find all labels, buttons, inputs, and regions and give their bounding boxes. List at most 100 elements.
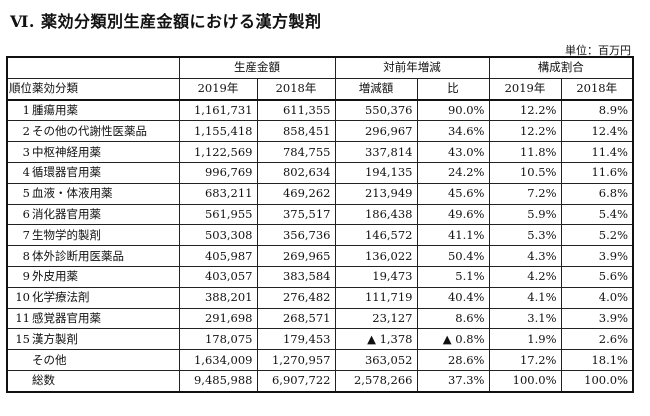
table-row: 8 体外診断用医薬品 405,987 269,965 136,022 50.4% 4.3% 3… [6, 245, 634, 267]
row-share-2018: 100.0% [560, 369, 634, 393]
row-value-2019: 403,057 [178, 265, 258, 288]
row-increase: 2,578,266 [334, 369, 418, 393]
row-value-2018: 611,355 [256, 98, 336, 122]
row-share-2019: 10.5% [488, 161, 562, 184]
header-blank [6, 56, 180, 79]
row-share-2019: 1.9% [488, 328, 562, 351]
row-ratio: 90.0% [416, 98, 490, 122]
row-value-2018: 179,453 [256, 328, 336, 351]
row-share-2019: 100.0% [488, 369, 562, 393]
row-ratio: 50.4% [416, 245, 490, 267]
table-row: 7 生物学的製剤 503,308 356,736 146,572 41.1% 5.3% 5.2… [6, 224, 634, 247]
row-ratio: ▲ 0.8% [416, 328, 490, 351]
row-ratio: 45.6% [416, 182, 490, 205]
row-value-2018: 269,965 [256, 245, 336, 267]
row-share-2018: 3.9% [560, 307, 634, 330]
row-share-2019: 5.9% [488, 203, 562, 226]
row-share-2019: 7.2% [488, 182, 562, 205]
table-body: 1 腫瘍用薬 1,161,731 611,355 550,376 90.0% 12.2% 8.… [6, 98, 634, 393]
row-share-2018: 12.4% [560, 120, 634, 143]
row-value-2019: 683,211 [178, 182, 258, 205]
header-share-2019: 2019年 [488, 77, 562, 101]
row-category: 血液・体液用薬 [31, 182, 180, 205]
header-ratio: 比 [416, 77, 490, 101]
row-share-2019: 12.2% [488, 120, 562, 143]
row-increase: 194,135 [334, 161, 418, 184]
row-value-2019: 1,634,009 [178, 349, 258, 371]
row-rank: 2 [6, 120, 31, 143]
row-value-2018: 375,517 [256, 203, 336, 226]
row-value-2018: 784,755 [256, 141, 336, 163]
header-production: 生産金額 [178, 56, 336, 79]
header-increase: 増減額 [334, 77, 418, 101]
table-row: 総数 9,485,988 6,907,722 2,578,266 37.3% 100.0%… [6, 369, 634, 393]
header-yoy: 対前年増減 [334, 56, 490, 79]
row-rank: 1 [6, 98, 31, 122]
row-category: その他の代謝性医薬品 [31, 120, 180, 143]
row-share-2019: 4.3% [488, 245, 562, 267]
row-value-2018: 802,634 [256, 161, 336, 184]
row-rank: 8 [6, 245, 31, 267]
row-category: 中枢神経用薬 [31, 141, 180, 163]
row-rank [6, 349, 31, 371]
row-value-2019: 178,075 [178, 328, 258, 351]
table-row: その他 1,634,009 1,270,957 363,052 28.6% 17.2% 18… [6, 349, 634, 371]
row-rank: 11 [6, 307, 31, 330]
row-rank: 3 [6, 141, 31, 163]
row-value-2019: 561,955 [178, 203, 258, 226]
row-share-2018: 2.6% [560, 328, 634, 351]
row-share-2019: 5.3% [488, 224, 562, 247]
row-share-2018: 18.1% [560, 349, 634, 371]
row-value-2018: 1,270,957 [256, 349, 336, 371]
row-share-2018: 11.4% [560, 141, 634, 163]
row-value-2019: 405,987 [178, 245, 258, 267]
row-value-2018: 268,571 [256, 307, 336, 330]
row-share-2018: 3.9% [560, 245, 634, 267]
row-ratio: 8.6% [416, 307, 490, 330]
row-ratio: 37.3% [416, 369, 490, 393]
row-share-2018: 11.6% [560, 161, 634, 184]
row-category: 生物学的製剤 [31, 224, 180, 247]
table-row: 4 循環器官用薬 996,769 802,634 194,135 24.2% 10.5% 11… [6, 161, 634, 184]
row-value-2018: 858,451 [256, 120, 336, 143]
header-category: 薬効分類 [31, 77, 180, 101]
header-share: 構成割合 [488, 56, 634, 79]
table-row: 9 外皮用薬 403,057 383,584 19,473 5.1% 4.2% 5.6% [6, 265, 634, 288]
row-category: 漢方製剤 [31, 328, 180, 351]
row-value-2019: 1,161,731 [178, 98, 258, 122]
table-row: 15 漢方製剤 178,075 179,453 ▲ 1,378 ▲ 0.8% 1.9% 2.6… [6, 328, 634, 351]
row-category: 総数 [31, 369, 180, 393]
row-increase: 213,949 [334, 182, 418, 205]
row-value-2019: 996,769 [178, 161, 258, 184]
row-increase: 186,438 [334, 203, 418, 226]
row-increase: 550,376 [334, 98, 418, 122]
unit-note: 単位：百万円 [565, 44, 631, 57]
row-share-2019: 3.1% [488, 307, 562, 330]
row-ratio: 49.6% [416, 203, 490, 226]
table-row: 11 感覚器官用薬 291,698 268,571 23,127 8.6% 3.1% 3.9% [6, 307, 634, 330]
row-ratio: 34.6% [416, 120, 490, 143]
header-2018: 2018年 [256, 77, 336, 101]
table-row: 6 消化器官用薬 561,955 375,517 186,438 49.6% 5.9% 5.4… [6, 203, 634, 226]
row-share-2019: 11.8% [488, 141, 562, 163]
row-rank: 7 [6, 224, 31, 247]
row-rank: 15 [6, 328, 31, 351]
production-table: 生産金額 対前年増減 構成割合 順位 薬効分類 2019年 2018年 増減額 … [6, 56, 634, 393]
row-increase: 337,814 [334, 141, 418, 163]
row-share-2018: 4.0% [560, 286, 634, 309]
row-category: その他 [31, 349, 180, 371]
row-value-2018: 276,482 [256, 286, 336, 309]
row-increase: 296,967 [334, 120, 418, 143]
row-increase: 136,022 [334, 245, 418, 267]
row-value-2019: 9,485,988 [178, 369, 258, 393]
row-ratio: 41.1% [416, 224, 490, 247]
row-rank: 10 [6, 286, 31, 309]
row-category: 化学療法剤 [31, 286, 180, 309]
header-share-2018: 2018年 [560, 77, 634, 101]
row-share-2018: 5.2% [560, 224, 634, 247]
table-row: 2 その他の代謝性医薬品 1,155,418 858,451 296,967 34.6% 1… [6, 120, 634, 143]
row-ratio: 40.4% [416, 286, 490, 309]
row-share-2018: 6.8% [560, 182, 634, 205]
row-category: 体外診断用医薬品 [31, 245, 180, 267]
table-row: 1 腫瘍用薬 1,161,731 611,355 550,376 90.0% 12.2% 8.… [6, 98, 634, 122]
